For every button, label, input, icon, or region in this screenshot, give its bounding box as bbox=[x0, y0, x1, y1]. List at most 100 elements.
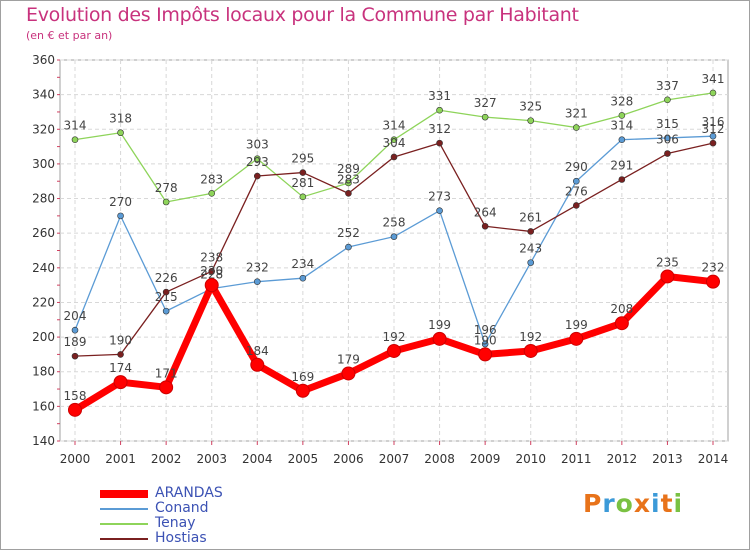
data-point-hostias bbox=[299, 169, 307, 176]
legend-label: Tenay bbox=[155, 515, 196, 531]
data-point-arandas bbox=[204, 278, 219, 293]
y-tick-label: 160 bbox=[32, 399, 55, 413]
logo-letter: P bbox=[583, 489, 603, 518]
data-label-hostias: 304 bbox=[383, 136, 406, 150]
data-point-arandas bbox=[341, 366, 356, 381]
data-label-arandas: 199 bbox=[565, 318, 588, 332]
data-point-hostias bbox=[208, 267, 216, 275]
data-point-conand bbox=[162, 307, 170, 315]
data-label-conand: 204 bbox=[64, 309, 87, 323]
data-point-conand bbox=[481, 340, 489, 348]
logo-letter: o bbox=[615, 489, 634, 518]
x-tick-label: 2007 bbox=[379, 452, 410, 466]
data-point-hostias bbox=[572, 202, 580, 209]
data-point-arandas bbox=[432, 331, 447, 346]
y-tick-label: 200 bbox=[32, 330, 55, 344]
chart-subtitle: (en € et par an) bbox=[26, 29, 113, 42]
data-label-conand: 316 bbox=[702, 115, 725, 129]
data-point-tenay bbox=[481, 113, 489, 121]
legend-swatch bbox=[100, 537, 148, 540]
data-label-conand: 273 bbox=[428, 190, 451, 204]
data-point-tenay bbox=[436, 106, 443, 114]
data-point-conand bbox=[709, 132, 717, 140]
data-label-arandas: 232 bbox=[702, 261, 725, 275]
data-point-hostias bbox=[345, 190, 352, 197]
data-point-hostias bbox=[71, 352, 79, 360]
data-label-hostias: 264 bbox=[474, 205, 497, 219]
data-label-conand: 290 bbox=[565, 160, 588, 174]
data-label-conand: 243 bbox=[519, 242, 542, 256]
data-label-hostias: 306 bbox=[656, 133, 679, 147]
data-label-conand: 258 bbox=[383, 216, 406, 230]
logo-letter: i bbox=[651, 489, 661, 518]
data-label-hostias: 276 bbox=[565, 184, 588, 198]
data-label-arandas: 208 bbox=[610, 302, 633, 316]
data-point-arandas bbox=[478, 347, 493, 362]
data-label-arandas: 192 bbox=[383, 330, 406, 344]
data-label-tenay: 283 bbox=[200, 172, 223, 186]
y-tick-label: 320 bbox=[32, 122, 55, 136]
logo-letter: x bbox=[633, 489, 651, 518]
legend-swatch bbox=[100, 489, 148, 498]
data-point-arandas bbox=[250, 357, 265, 372]
data-point-tenay bbox=[162, 198, 170, 206]
x-tick-label: 2012 bbox=[607, 452, 638, 466]
data-point-conand bbox=[117, 212, 124, 220]
data-point-tenay bbox=[390, 136, 398, 143]
data-label-arandas: 230 bbox=[200, 264, 223, 278]
data-point-tenay bbox=[618, 112, 626, 119]
data-point-conand bbox=[572, 177, 580, 185]
data-label-hostias: 312 bbox=[702, 122, 725, 136]
x-tick-label: 2003 bbox=[196, 452, 227, 466]
data-point-tenay bbox=[664, 96, 671, 104]
y-tick-label: 360 bbox=[32, 53, 55, 67]
x-tick-label: 2014 bbox=[698, 452, 729, 466]
x-tick-label: 2008 bbox=[424, 452, 455, 466]
logo-letter: t bbox=[660, 489, 674, 518]
x-tick-label: 2013 bbox=[652, 452, 683, 466]
data-point-hostias bbox=[709, 139, 717, 147]
data-label-conand: 315 bbox=[656, 117, 679, 131]
data-label-tenay: 341 bbox=[702, 72, 725, 86]
data-label-tenay: 289 bbox=[337, 162, 360, 176]
data-point-arandas bbox=[660, 269, 675, 284]
data-point-arandas bbox=[387, 343, 401, 358]
data-label-conand: 234 bbox=[291, 257, 314, 271]
data-label-tenay: 327 bbox=[474, 96, 497, 110]
y-tick-label: 240 bbox=[32, 261, 55, 275]
data-point-conand bbox=[345, 243, 352, 251]
data-point-conand bbox=[71, 326, 79, 334]
data-point-tenay bbox=[71, 136, 79, 143]
data-label-hostias: 238 bbox=[200, 250, 223, 264]
data-label-arandas: 190 bbox=[474, 333, 497, 347]
data-point-arandas bbox=[523, 343, 538, 358]
y-tick-label: 300 bbox=[32, 157, 55, 171]
data-point-arandas bbox=[706, 274, 720, 289]
x-tick-label: 2001 bbox=[105, 452, 136, 466]
data-point-tenay bbox=[299, 193, 307, 201]
legend-swatch bbox=[100, 522, 148, 525]
data-label-tenay: 321 bbox=[565, 107, 588, 121]
data-point-hostias bbox=[436, 139, 443, 147]
data-point-conand bbox=[618, 136, 626, 143]
data-label-hostias: 190 bbox=[109, 333, 132, 347]
data-point-conand bbox=[253, 278, 261, 285]
data-label-arandas: 199 bbox=[428, 318, 451, 332]
chart-title: Evolution des Impôts locaux pour la Comm… bbox=[26, 4, 579, 26]
data-label-hostias: 295 bbox=[291, 152, 314, 166]
logo-letter: i bbox=[673, 489, 684, 518]
data-label-tenay: 314 bbox=[383, 119, 406, 133]
data-label-arandas: 235 bbox=[656, 255, 679, 269]
x-tick-label: 2005 bbox=[288, 452, 319, 466]
data-point-arandas bbox=[159, 380, 174, 395]
data-point-hostias bbox=[117, 351, 124, 358]
x-tick-label: 2004 bbox=[242, 452, 273, 466]
logo-letter: r bbox=[602, 489, 616, 518]
data-point-conand bbox=[390, 233, 398, 240]
data-label-tenay: 314 bbox=[64, 119, 87, 133]
data-point-tenay bbox=[345, 179, 352, 187]
data-point-arandas bbox=[113, 375, 128, 390]
data-label-arandas: 179 bbox=[337, 352, 360, 366]
legend-label: Hostias bbox=[155, 530, 207, 546]
data-point-tenay bbox=[117, 129, 124, 137]
